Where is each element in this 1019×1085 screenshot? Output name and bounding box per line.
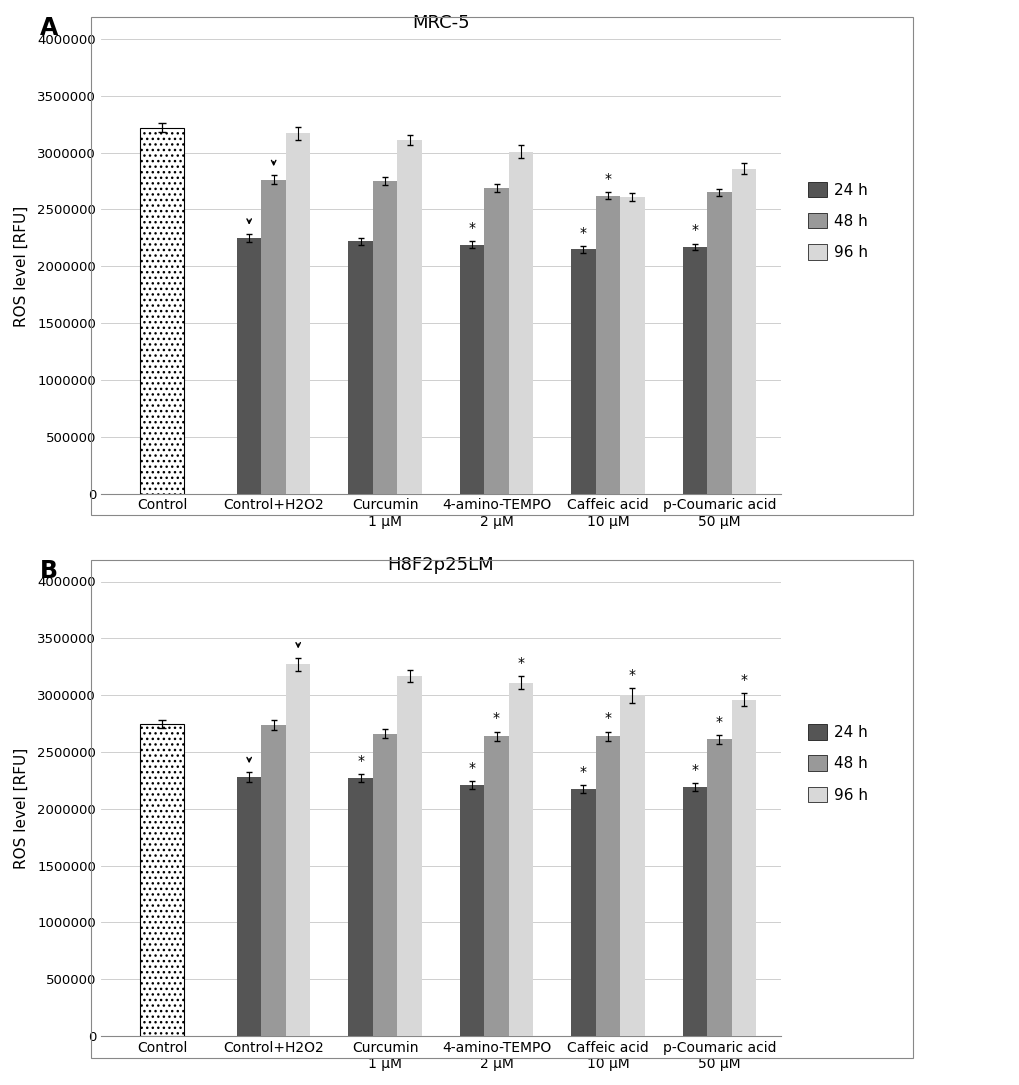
- Bar: [484, 736, 508, 1036]
- Bar: [682, 247, 706, 494]
- Bar: [620, 695, 644, 1036]
- Bar: [682, 788, 706, 1036]
- Title: H8F2p25LM: H8F2p25LM: [387, 557, 493, 574]
- Bar: [731, 168, 755, 494]
- Text: *: *: [691, 763, 698, 777]
- Bar: [484, 188, 508, 494]
- Text: *: *: [468, 221, 475, 235]
- Bar: [595, 195, 620, 494]
- Bar: [261, 180, 285, 494]
- Bar: [397, 140, 422, 494]
- Bar: [397, 676, 422, 1036]
- Text: *: *: [691, 224, 698, 238]
- Text: *: *: [604, 712, 610, 725]
- Bar: [460, 784, 484, 1036]
- Bar: [373, 181, 397, 494]
- Bar: [571, 790, 595, 1036]
- Text: A: A: [40, 16, 58, 40]
- Bar: [508, 152, 533, 494]
- Bar: [236, 777, 261, 1036]
- Bar: [595, 736, 620, 1036]
- Title: MRC-5: MRC-5: [412, 14, 469, 31]
- Text: *: *: [468, 761, 475, 775]
- Text: *: *: [629, 667, 636, 681]
- Text: *: *: [492, 712, 499, 725]
- Bar: [373, 733, 397, 1036]
- Text: *: *: [715, 715, 722, 729]
- Bar: [285, 133, 310, 494]
- Bar: [571, 250, 595, 494]
- Bar: [348, 241, 373, 494]
- Text: B: B: [40, 559, 58, 583]
- Legend: 24 h, 48 h, 96 h: 24 h, 48 h, 96 h: [807, 181, 867, 260]
- Y-axis label: ROS level [RFU]: ROS level [RFU]: [14, 749, 29, 869]
- Text: *: *: [580, 226, 586, 240]
- Bar: [460, 245, 484, 494]
- Bar: [731, 700, 755, 1036]
- Bar: [348, 778, 373, 1036]
- Text: *: *: [604, 173, 610, 187]
- Legend: 24 h, 48 h, 96 h: 24 h, 48 h, 96 h: [807, 724, 867, 803]
- Bar: [706, 740, 731, 1036]
- Bar: [261, 725, 285, 1036]
- Bar: [508, 682, 533, 1036]
- Bar: [140, 724, 184, 1036]
- Text: *: *: [740, 673, 747, 687]
- Bar: [706, 192, 731, 494]
- Bar: [285, 664, 310, 1036]
- Bar: [236, 238, 261, 494]
- Bar: [620, 197, 644, 494]
- Text: *: *: [580, 765, 586, 779]
- Bar: [140, 128, 184, 494]
- Text: *: *: [357, 754, 364, 768]
- Y-axis label: ROS level [RFU]: ROS level [RFU]: [14, 206, 29, 327]
- Text: *: *: [517, 656, 524, 671]
